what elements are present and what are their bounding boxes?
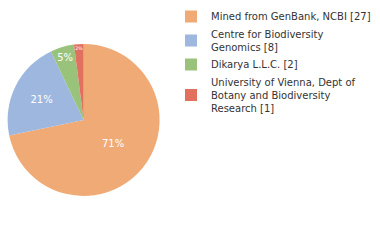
svg-text:University of Vienna, Dept ofB: University of Vienna, Dept ofBotany and … (211, 77, 356, 114)
svg-text:Mined from GenBank, NCBI [27]: Mined from GenBank, NCBI [27] (211, 11, 371, 22)
svg-text:2%: 2% (75, 46, 83, 51)
svg-text:71%: 71% (102, 138, 124, 149)
svg-text:21%: 21% (30, 94, 52, 105)
svg-text:5%: 5% (57, 52, 73, 63)
svg-text:Dikarya L.L.C. [2]: Dikarya L.L.C. [2] (211, 59, 298, 70)
svg-text:Centre for BiodiversityGenomic: Centre for BiodiversityGenomics [8] (211, 29, 324, 53)
